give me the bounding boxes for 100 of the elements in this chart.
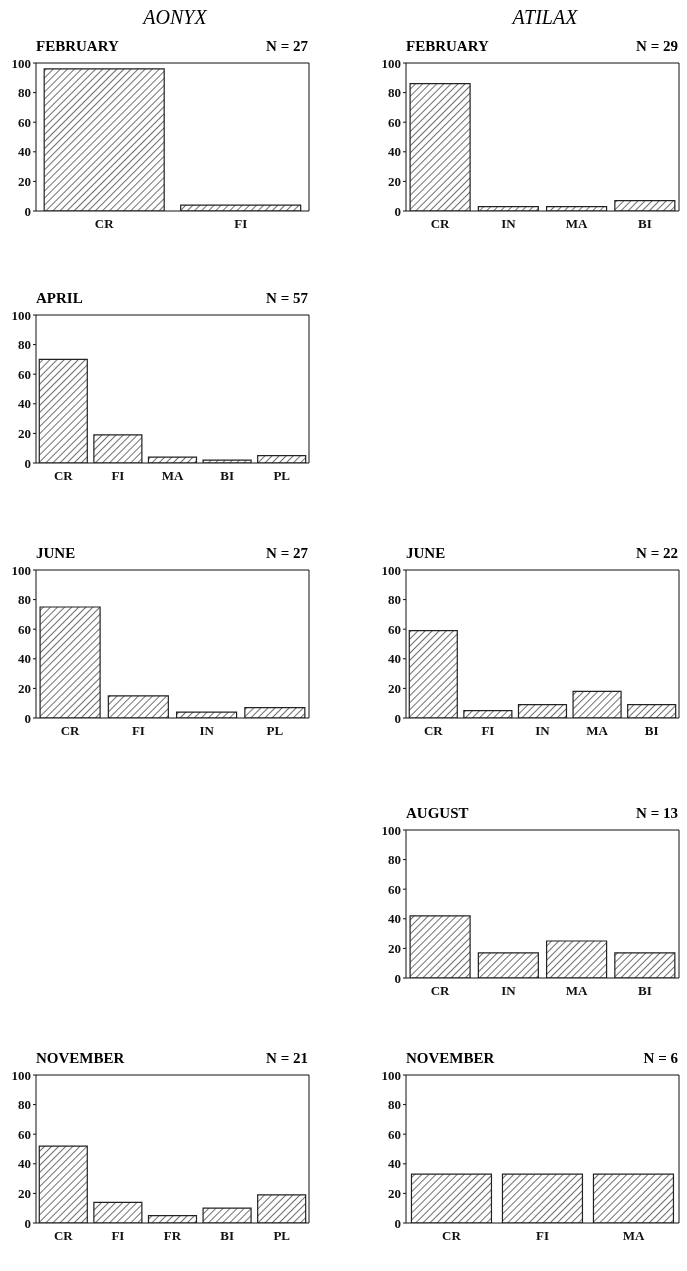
chart-title: NOVEMBER	[36, 1050, 125, 1068]
chart-title: AUGUST	[406, 805, 469, 823]
y-tick-label: 80	[388, 852, 401, 868]
y-tick-label: 20	[18, 174, 31, 190]
y-tick-label: 60	[18, 114, 31, 130]
y-tick-label: 0	[24, 710, 31, 726]
text: AONYX	[141, 6, 209, 29]
x-tick-label: IN	[199, 723, 215, 739]
chart-title: JUNE	[406, 545, 446, 563]
y-tick-label: 0	[394, 203, 401, 219]
chart-subtitle: N = 29	[636, 38, 678, 56]
bar	[572, 690, 622, 718]
y-tick-label: 100	[11, 307, 31, 323]
x-tick-label: IN	[501, 983, 517, 999]
y-tick-label: 20	[388, 174, 401, 190]
y-tick-label: 40	[18, 651, 31, 667]
y-tick-label: 20	[388, 681, 401, 697]
bar	[409, 915, 471, 978]
y-tick-label: 40	[388, 651, 401, 667]
chart-title: NOVEMBER	[406, 1050, 495, 1068]
x-tick-label: BI	[220, 468, 234, 484]
y-tick-label: 40	[18, 144, 31, 160]
y-tick-label: 20	[388, 941, 401, 957]
y-tick-label: 60	[388, 114, 401, 130]
y-tick-label: 100	[381, 1067, 401, 1083]
y-tick-label: 100	[11, 562, 31, 578]
x-tick-label: FI	[234, 216, 248, 232]
x-tick-label: BI	[638, 983, 652, 999]
bar	[93, 1201, 143, 1223]
bar	[39, 606, 101, 718]
x-tick-label: FR	[163, 1228, 182, 1244]
y-tick-label: 60	[18, 621, 31, 637]
bar	[614, 952, 676, 978]
text: ATILAX	[510, 6, 579, 29]
chart-subtitle: N = 27	[266, 38, 308, 56]
x-tick-label: CR	[430, 216, 451, 232]
x-tick-label: CR	[94, 216, 115, 232]
x-tick-label: MA	[565, 216, 589, 232]
bar	[477, 952, 539, 978]
bar	[257, 1194, 307, 1223]
y-tick-label: 40	[388, 144, 401, 160]
x-tick-label: IN	[535, 723, 551, 739]
x-tick-label: PL	[273, 1228, 291, 1244]
bar	[614, 200, 676, 211]
x-tick-label: FI	[111, 468, 125, 484]
y-tick-label: 80	[18, 592, 31, 608]
bar	[93, 434, 143, 463]
chart-title: FEBRUARY	[36, 38, 119, 56]
x-tick-label: BI	[638, 216, 652, 232]
x-tick-label: FI	[536, 1228, 549, 1244]
bar	[409, 83, 471, 211]
y-tick-label: 100	[11, 55, 31, 71]
y-tick-label: 100	[381, 822, 401, 838]
bar	[147, 456, 198, 463]
chart-subtitle: N = 27	[266, 545, 308, 563]
y-tick-label: 60	[388, 1126, 401, 1142]
x-tick-label: MA	[622, 1228, 645, 1244]
y-tick-label: 100	[381, 562, 401, 578]
y-tick-label: 60	[388, 881, 401, 897]
bar	[244, 707, 306, 718]
bar	[546, 940, 608, 978]
x-tick-label: MA	[565, 983, 589, 999]
x-tick-label: BI	[220, 1228, 234, 1244]
bar	[38, 1145, 88, 1223]
bar	[408, 630, 458, 718]
chart-subtitle: N = 21	[266, 1050, 308, 1068]
y-tick-label: 20	[18, 681, 31, 697]
x-tick-label: MA	[161, 468, 184, 484]
x-tick-label: CR	[53, 468, 74, 484]
chart-title: FEBRUARY	[406, 38, 489, 56]
y-tick-label: 40	[388, 911, 401, 927]
y-tick-label: 40	[18, 396, 31, 412]
chart-subtitle: N = 13	[636, 805, 678, 823]
x-tick-label: CR	[430, 983, 451, 999]
y-tick-label: 100	[381, 55, 401, 71]
y-tick-label: 80	[18, 85, 31, 101]
y-tick-label: 40	[18, 1156, 31, 1172]
x-tick-label: CR	[53, 1228, 74, 1244]
x-tick-label: CR	[442, 1228, 462, 1244]
y-tick-label: 60	[18, 1126, 31, 1142]
y-tick-label: 100	[11, 1067, 31, 1083]
chart-subtitle: N = 6	[643, 1050, 678, 1068]
y-tick-label: 0	[24, 203, 31, 219]
y-tick-label: 80	[388, 1097, 401, 1113]
chart-title: JUNE	[36, 545, 76, 563]
y-tick-label: 0	[394, 1215, 401, 1231]
y-tick-label: 20	[18, 426, 31, 442]
y-tick-label: 0	[394, 970, 401, 986]
y-tick-label: 40	[388, 1156, 401, 1172]
y-tick-label: 80	[388, 85, 401, 101]
y-tick-label: 0	[394, 710, 401, 726]
y-tick-label: 0	[24, 1215, 31, 1231]
bar	[517, 704, 568, 718]
x-tick-label: FI	[481, 723, 495, 739]
x-tick-label: CR	[423, 723, 444, 739]
chart-subtitle: N = 57	[266, 290, 308, 308]
bar	[107, 695, 169, 718]
bar	[627, 704, 677, 718]
chart-subtitle: N = 22	[636, 545, 678, 563]
x-tick-label: BI	[644, 723, 659, 739]
